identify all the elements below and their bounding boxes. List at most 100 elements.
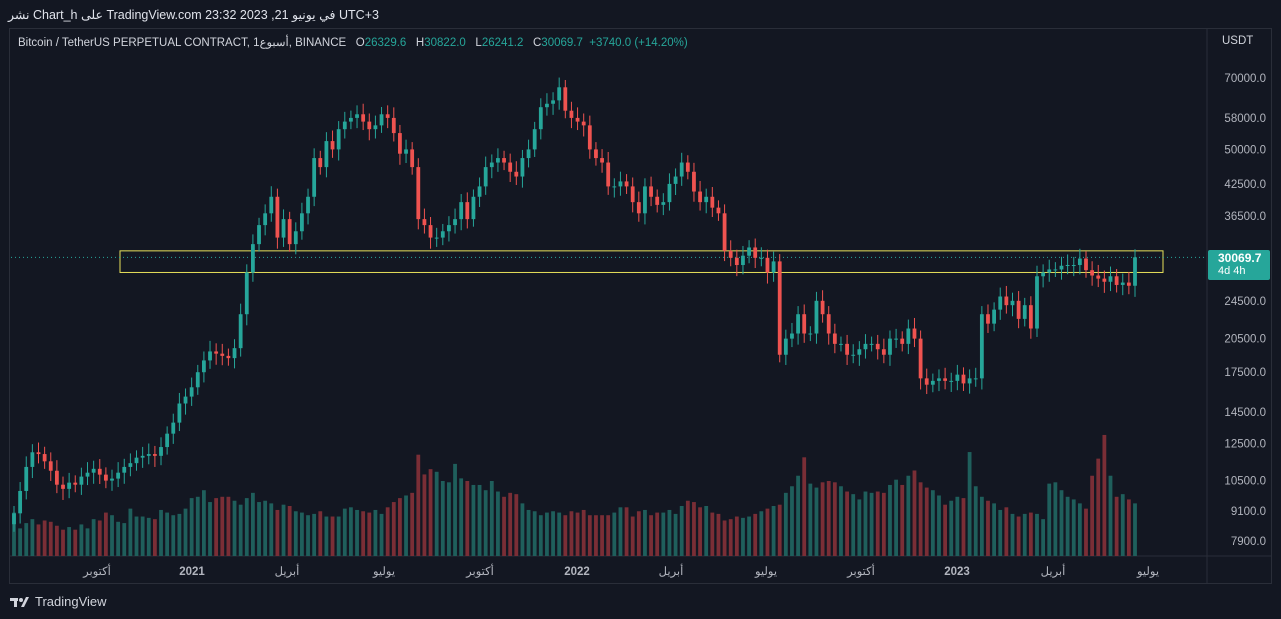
volume-bar	[514, 494, 519, 556]
volume-bar	[1041, 519, 1046, 556]
volume-bar	[667, 509, 672, 556]
volume-bar	[820, 482, 825, 556]
candle-body	[226, 355, 231, 359]
candle-body	[379, 114, 384, 126]
volume-bar	[1077, 503, 1082, 556]
volume-bar	[275, 509, 280, 556]
volume-bar	[1126, 499, 1131, 556]
candle-body	[67, 482, 72, 489]
candle-body	[232, 348, 237, 359]
candle-body	[881, 349, 886, 355]
y-tick-label: 7900.0	[1231, 536, 1266, 548]
volume-bar	[1016, 516, 1021, 556]
volume-bar	[1004, 507, 1009, 556]
volume-bar	[839, 486, 843, 556]
volume-bar	[79, 524, 84, 556]
candle-body	[183, 396, 188, 404]
candle-body	[814, 300, 819, 334]
bar-countdown: 4d 4h	[1218, 265, 1246, 277]
volume-bar	[85, 528, 90, 556]
volume-bar	[661, 512, 666, 556]
candle-body	[839, 343, 843, 345]
volume-bar	[453, 463, 457, 556]
volume-bar	[630, 516, 635, 556]
candle-body	[912, 328, 917, 339]
candle-body	[924, 378, 929, 385]
brand-footer[interactable]: TradingView	[10, 594, 107, 609]
candle-body	[545, 103, 549, 108]
candle-body	[477, 186, 482, 197]
volume-bar	[404, 495, 408, 556]
candle-body	[465, 202, 470, 220]
volume-bar	[771, 506, 776, 556]
volume-bar	[367, 512, 372, 556]
candle-body	[1126, 282, 1131, 286]
volume-bar	[183, 508, 188, 556]
candle-body	[483, 167, 488, 187]
volume-bar	[545, 512, 549, 556]
candle-body	[24, 466, 29, 491]
volume-bar	[606, 515, 611, 556]
candle-body	[293, 231, 298, 245]
volume-bar	[465, 481, 470, 556]
candle-body	[208, 351, 212, 361]
candle-body	[165, 433, 170, 448]
volume-bar	[361, 511, 366, 556]
candle-body	[918, 338, 923, 379]
candle-body	[949, 380, 954, 382]
volume-bar	[949, 500, 954, 556]
candle-body	[391, 117, 396, 134]
candle-body	[630, 186, 635, 203]
candle-body	[520, 158, 525, 177]
volume-bar	[287, 506, 292, 556]
volume-bar	[24, 523, 29, 556]
volume-bar	[220, 496, 225, 556]
volume-bar	[324, 516, 329, 556]
candle-body	[594, 149, 598, 159]
symbol-legend[interactable]: Bitcoin / TetherUS PERPETUAL CONTRACT, 1…	[18, 35, 688, 49]
candle-body	[961, 374, 966, 384]
symbol-title[interactable]: Bitcoin / TetherUS PERPETUAL CONTRACT, 1…	[18, 37, 347, 49]
candle-body	[557, 87, 562, 101]
volume-bar	[881, 492, 886, 556]
volume-bar	[863, 491, 868, 556]
volume-bar	[698, 507, 702, 556]
candle-body	[1108, 276, 1113, 282]
volume-bar	[97, 520, 102, 556]
volume-bar	[900, 484, 905, 556]
candle-body	[943, 378, 948, 381]
x-tick-label: يوليو	[1136, 565, 1159, 578]
volume-bar	[1010, 513, 1015, 556]
volume-bar	[171, 515, 176, 556]
volume-bar	[581, 509, 586, 556]
volume-bar	[851, 494, 856, 556]
y-tick-label: 12500.0	[1224, 439, 1266, 451]
volume-bar	[845, 491, 849, 556]
candle-body	[1059, 265, 1064, 270]
candle-body	[30, 452, 35, 467]
candle-body	[845, 343, 849, 355]
candle-body	[679, 162, 684, 177]
candle-body	[12, 513, 16, 525]
volume-bar	[508, 492, 513, 556]
candle-body	[489, 162, 494, 168]
volume-bar	[924, 487, 929, 556]
candle-body	[551, 100, 555, 104]
support-zone-box	[119, 250, 1164, 273]
candle-body	[1084, 258, 1088, 271]
open-label: O	[355, 37, 365, 49]
x-tick-label: أبريل	[1041, 563, 1066, 578]
candle-body	[159, 447, 163, 456]
candle-body	[998, 296, 1003, 310]
candle-body	[134, 457, 139, 464]
chart-frame[interactable]	[9, 28, 1272, 584]
volume-bar	[765, 508, 770, 556]
candle-layer	[12, 77, 1137, 532]
volume-bar	[1133, 503, 1137, 556]
candle-body	[992, 309, 997, 324]
volume-bar	[281, 504, 286, 556]
candle-body	[214, 351, 219, 354]
candle-body	[189, 387, 194, 397]
volume-bar	[48, 521, 53, 556]
